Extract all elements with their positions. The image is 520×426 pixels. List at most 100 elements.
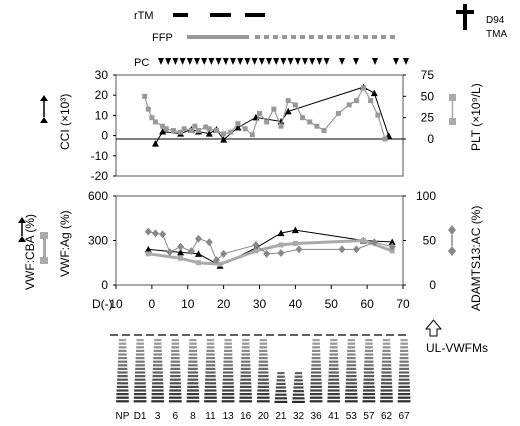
blot-lane (397, 339, 411, 403)
blot-lane (362, 339, 376, 403)
blot-band (151, 396, 164, 399)
chart1-left-tick-label: -20 (91, 169, 109, 183)
pc-arrowhead-icon (215, 58, 222, 65)
adamts13-point (195, 234, 203, 243)
blot-band (133, 396, 147, 399)
blot-band (241, 346, 250, 349)
blot-band (118, 342, 127, 345)
blot-band (364, 353, 374, 356)
blot-band (328, 385, 340, 388)
blot-band (168, 400, 182, 403)
blot-band (222, 385, 234, 388)
adamts13-point (151, 229, 159, 238)
blot-band (117, 375, 128, 378)
cci-plt-chart: -20 -10 0 10 20 30 0 25 50 75 CCI (×10³) PLT (×1… (40, 68, 483, 183)
death-day-label: D94 (486, 15, 505, 26)
blot-band (188, 367, 198, 370)
header: rTM FFP PC D94 TMA (134, 4, 507, 69)
blot-lane (256, 339, 270, 403)
blot-band (294, 375, 303, 378)
blot-band (152, 371, 163, 374)
blot-band (312, 346, 320, 349)
blot-band (206, 357, 215, 360)
blot-band (170, 375, 181, 378)
plt-point (228, 129, 234, 135)
blot-band (258, 357, 268, 360)
pc-arrowhead-icon (251, 58, 258, 65)
blot-band (223, 360, 233, 363)
blot-band (206, 346, 215, 349)
pc-arrowhead-icon (186, 58, 193, 65)
blot-lane (292, 372, 305, 403)
plt-point (170, 127, 176, 133)
blot-lane (380, 339, 393, 403)
blot-band (328, 371, 339, 374)
adamts13-point (166, 248, 174, 257)
pc-arrowhead-icon (201, 58, 208, 65)
blot-band (241, 349, 250, 352)
plt-point (382, 136, 388, 142)
blot-band (259, 353, 268, 356)
blot-band (381, 375, 392, 378)
blot-band (275, 386, 286, 389)
blot-band (362, 396, 376, 399)
blot-band (151, 393, 164, 396)
blot-band (293, 382, 304, 385)
blot-band (206, 342, 215, 345)
rtm-dash-2 (210, 13, 231, 17)
chart2-right-ticks: 0 50 100 (403, 189, 436, 292)
chart1-left-tick-label: 20 (95, 88, 109, 102)
blot-band (311, 353, 321, 356)
blot-band (398, 385, 410, 388)
blot-band (380, 382, 393, 385)
blot-band (152, 367, 163, 370)
blot-band (398, 378, 410, 381)
blot-band (116, 393, 129, 396)
chart2-x-tick-label: 10 (181, 297, 195, 311)
cci-point (151, 140, 159, 147)
pc-arrowhead-icon (165, 58, 172, 65)
pc-arrowhead-icon (172, 58, 179, 65)
blot-band (187, 382, 199, 385)
blot-band (381, 367, 392, 370)
blot-band (276, 379, 286, 382)
blot-band (330, 339, 338, 342)
plt-point (300, 115, 306, 121)
blot-band (344, 400, 358, 403)
blot-band (171, 346, 180, 349)
blot-band (170, 357, 180, 360)
plt-point (188, 127, 194, 133)
blot-band (152, 378, 164, 381)
blot-band (312, 349, 321, 352)
blot-band (116, 382, 129, 385)
blot-band (345, 385, 358, 388)
blot-band (399, 364, 409, 367)
vwf-cba-point (177, 248, 185, 256)
blot-lane (344, 339, 358, 403)
blot-band (398, 375, 410, 378)
blot-lane (204, 339, 217, 403)
pc-arrowhead-icon (237, 58, 244, 65)
rtm-label: rTM (134, 10, 154, 22)
blot-band (258, 371, 269, 374)
blot-band (312, 342, 320, 345)
pc-arrowhead-icon (353, 58, 359, 65)
blot-band (382, 342, 391, 345)
blot-band (223, 367, 233, 370)
blot-band (117, 360, 128, 363)
blot-band (187, 378, 199, 381)
pc-arrowhead-icon (266, 58, 272, 65)
blot-band (169, 378, 181, 381)
vwf-ag-point (145, 251, 151, 257)
chart2-x-tick-label: 30 (253, 297, 267, 311)
blot-band (154, 339, 162, 342)
vwf-ag-legend-key (40, 232, 48, 264)
blot-band (256, 400, 270, 403)
chart1-left-tick-label: 30 (95, 68, 109, 82)
blot-band (362, 400, 376, 403)
blot-band (380, 385, 393, 388)
blot-band (239, 393, 252, 396)
vwf-ag-point (389, 248, 395, 254)
blot-band (186, 393, 199, 396)
blot-lane-label: 67 (399, 411, 411, 422)
